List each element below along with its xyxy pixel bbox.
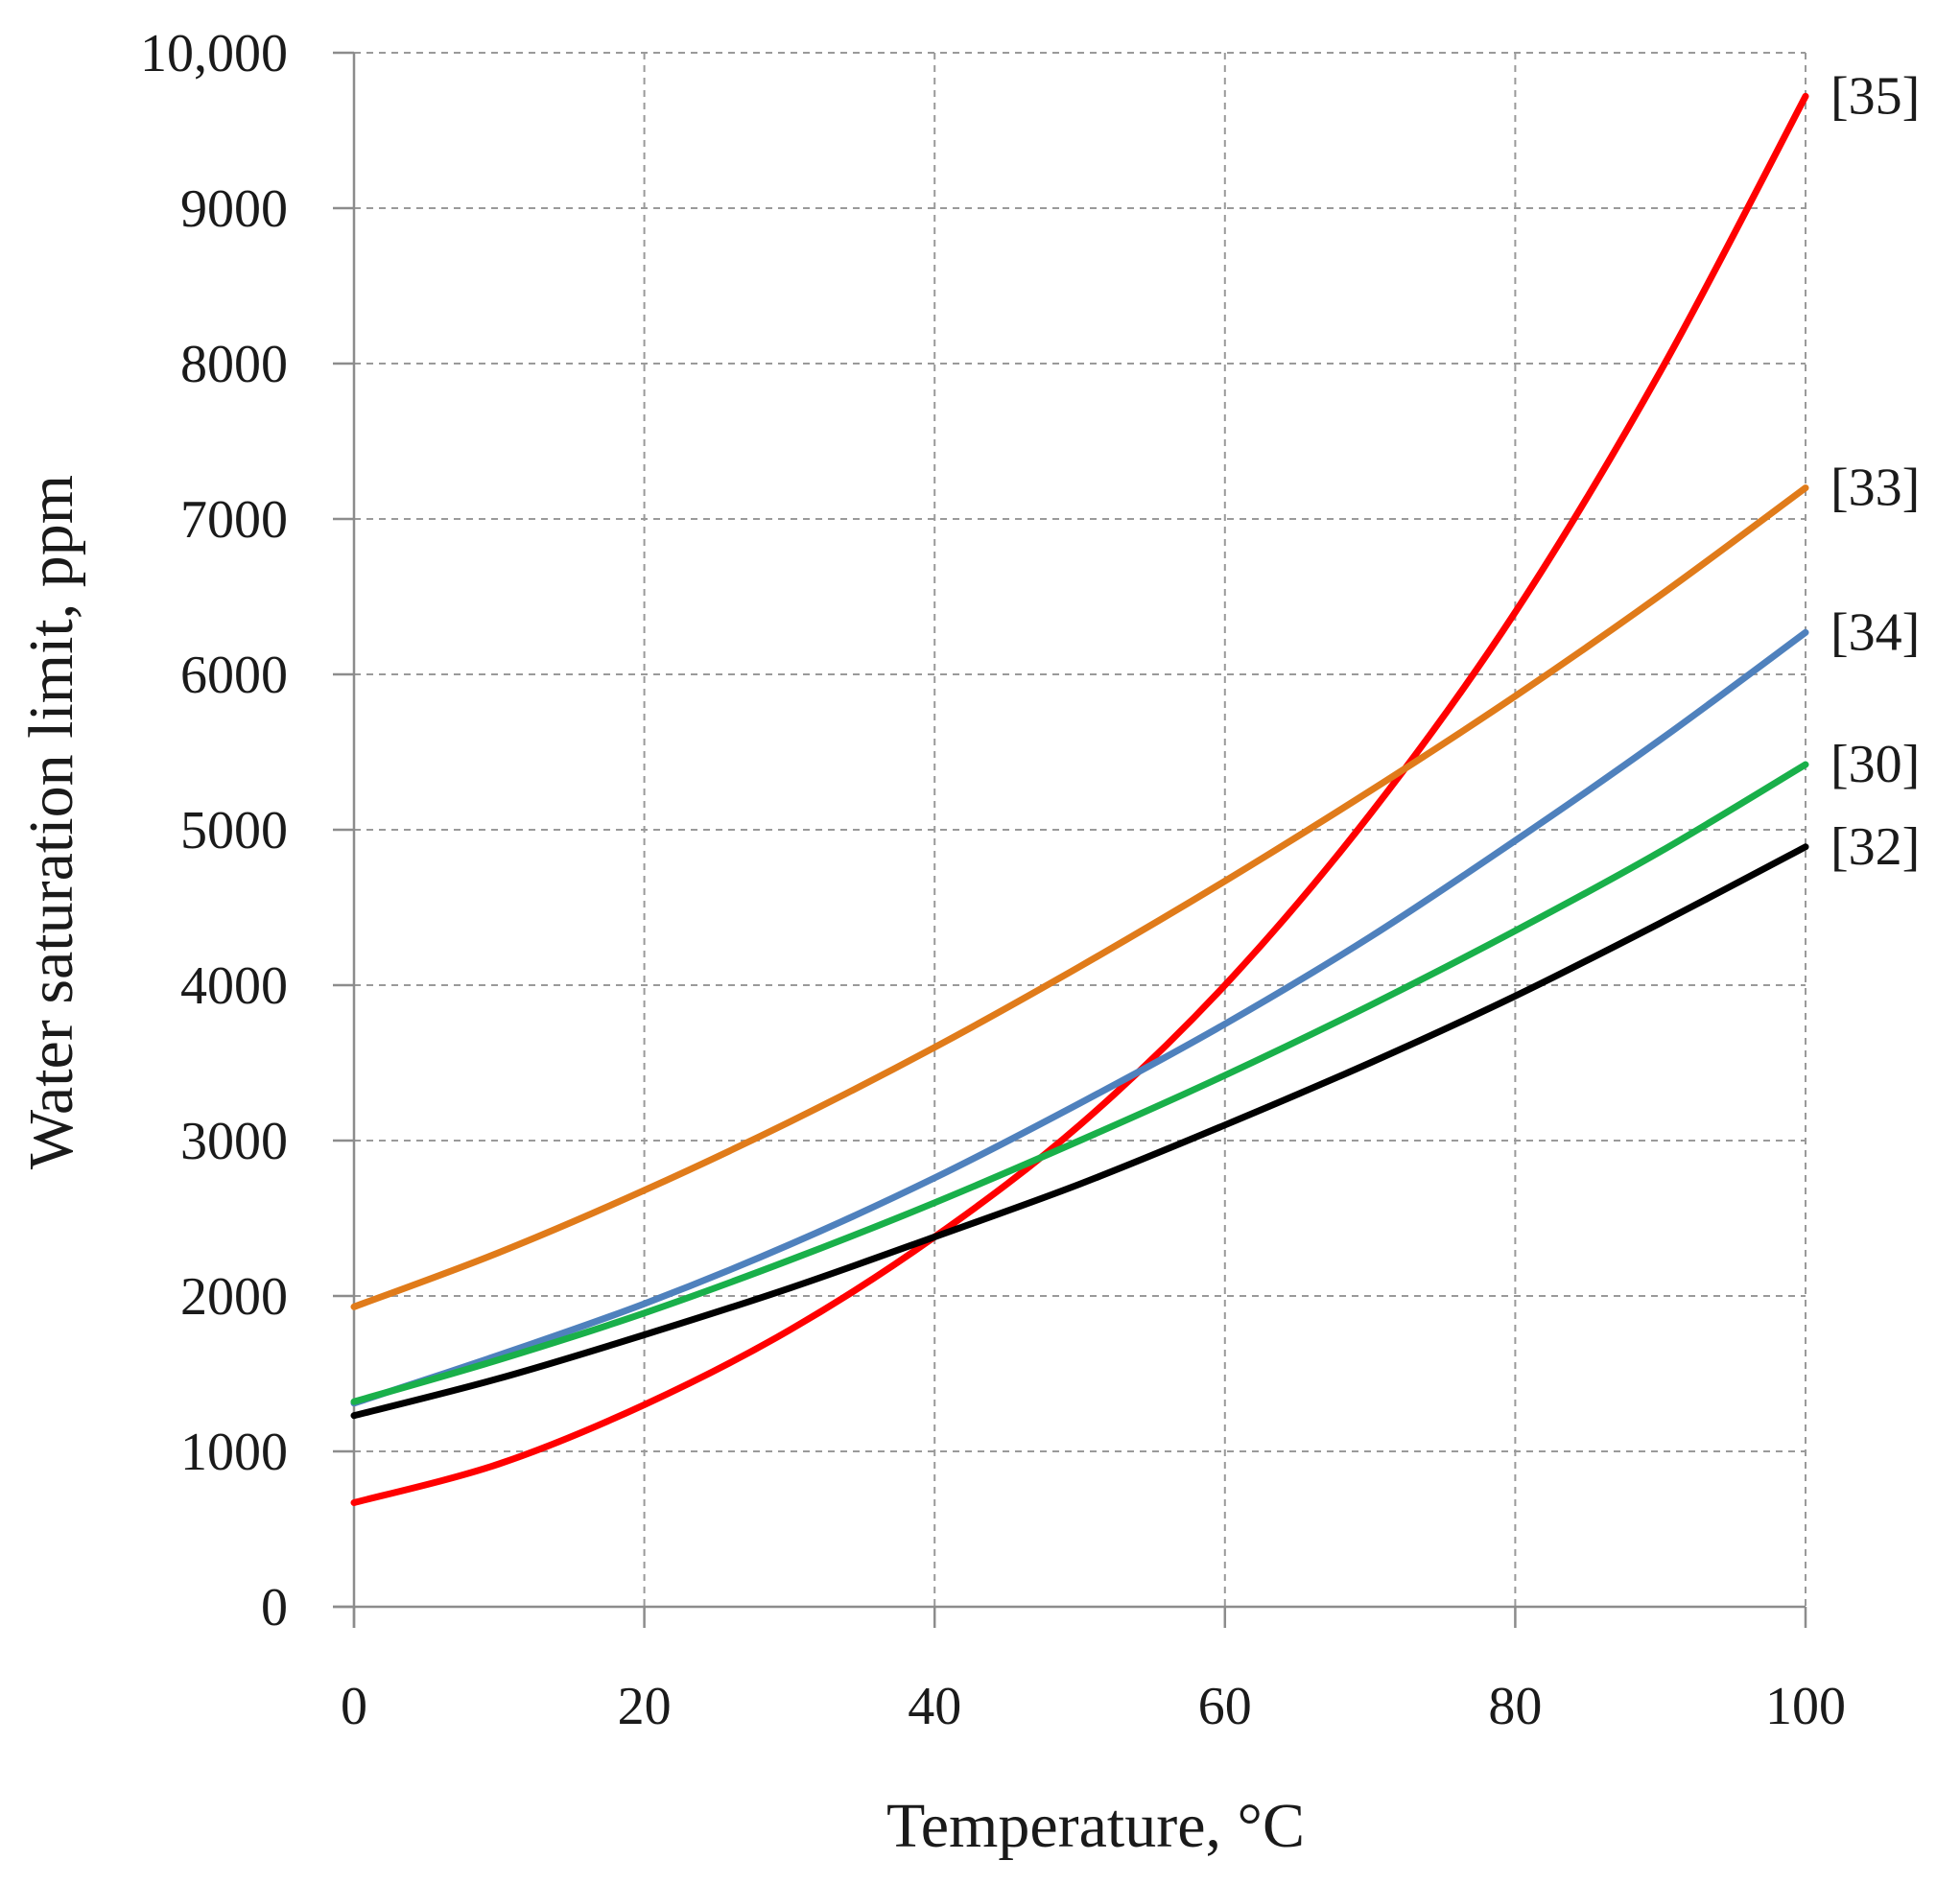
- series-lines: [350, 92, 1809, 1506]
- x-tick-labels: 0 20 40 60 80 100: [341, 1677, 1846, 1736]
- series-labels: [35] [33] [34] [30] [32]: [1830, 66, 1920, 876]
- series-line-ref-33: [350, 484, 1809, 1310]
- y-tick-label: 0: [261, 1578, 288, 1637]
- grid: [354, 52, 1807, 1607]
- x-tick-label: 40: [908, 1677, 961, 1736]
- series-line-ref-30: [350, 761, 1809, 1405]
- y-tick-labels: 0 1000 2000 3000 4000 5000 6000 7000 8000 9000 10,…: [140, 24, 288, 1637]
- y-tick-label: 1000: [180, 1423, 288, 1482]
- y-tick-label: 3000: [180, 1112, 288, 1171]
- y-tick-label: 7000: [180, 490, 288, 550]
- x-tick-label: 20: [618, 1677, 672, 1736]
- y-tick-label: 10,000: [140, 24, 288, 83]
- x-axis-title: Temperature, °C: [886, 1791, 1305, 1861]
- axes: [333, 51, 1807, 1628]
- series-line-ref-32: [350, 843, 1809, 1420]
- x-tick-label: 80: [1488, 1677, 1542, 1736]
- series-label-ref-34: [34]: [1830, 602, 1920, 662]
- y-tick-label: 2000: [180, 1267, 288, 1327]
- series-label-ref-30: [30]: [1830, 735, 1920, 794]
- x-tick-label: 60: [1198, 1677, 1252, 1736]
- x-tick-label: 0: [341, 1677, 367, 1736]
- y-tick-label: 9000: [180, 179, 288, 239]
- series-label-ref-33: [33]: [1830, 459, 1920, 518]
- y-axis-title: Water saturation limit, ppm: [16, 475, 86, 1169]
- y-tick-label: 4000: [180, 956, 288, 1016]
- x-tick-label: 100: [1765, 1677, 1846, 1736]
- y-tick-label: 8000: [180, 335, 288, 394]
- y-tick-label: 5000: [180, 801, 288, 860]
- y-tick-label: 6000: [180, 646, 288, 705]
- series-line-ref-35: [350, 92, 1809, 1506]
- series-label-ref-32: [32]: [1830, 817, 1920, 877]
- series-line-ref-34: [350, 628, 1809, 1407]
- series-label-ref-35: [35]: [1830, 66, 1920, 126]
